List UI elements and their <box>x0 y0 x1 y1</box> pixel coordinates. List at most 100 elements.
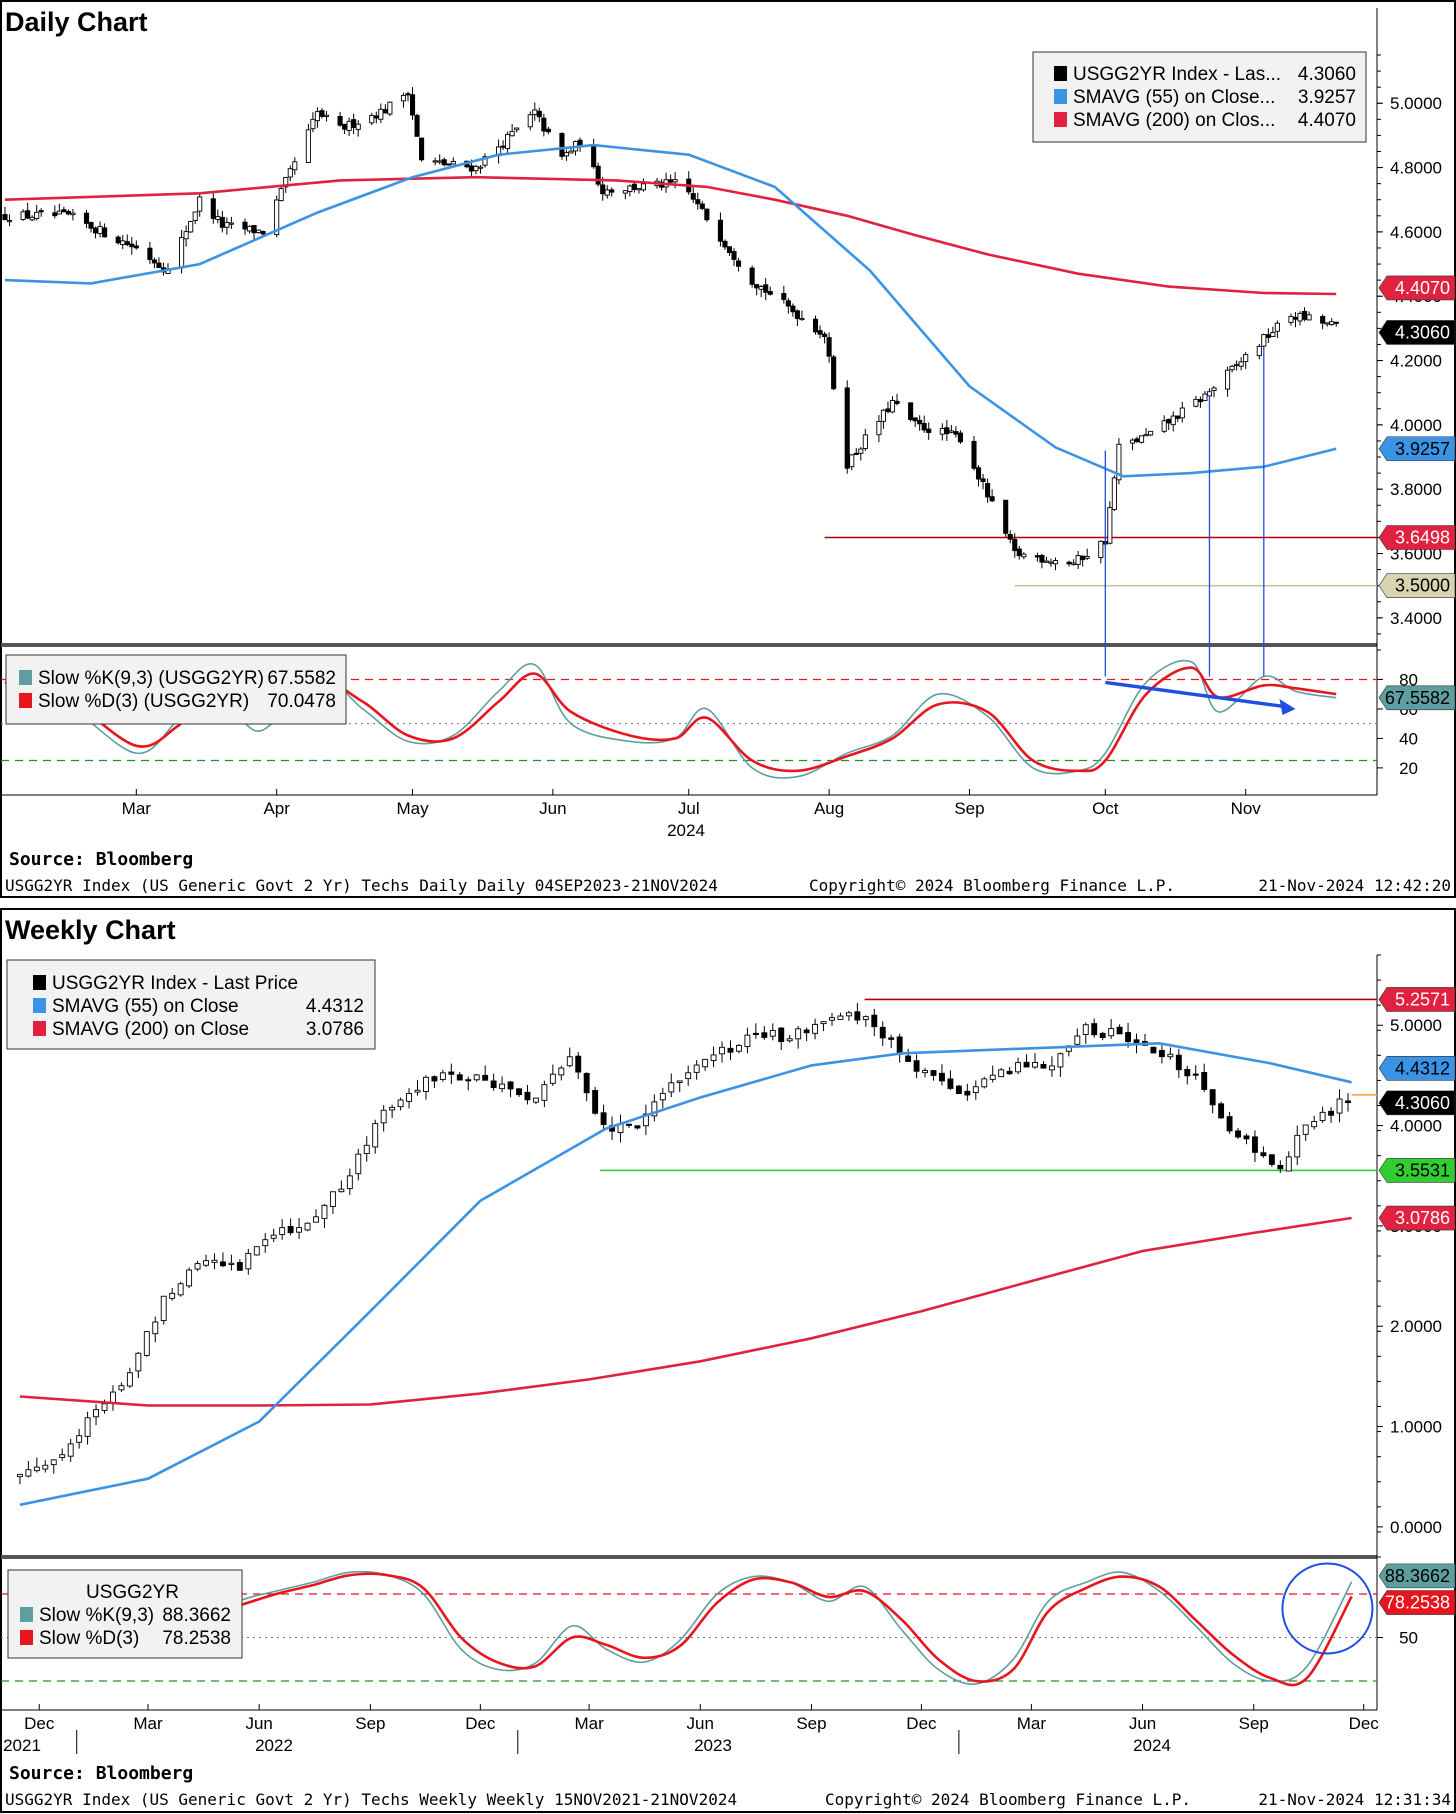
candle-body <box>450 161 456 165</box>
x-tick-label-7: Sep <box>796 1714 826 1733</box>
candle-body <box>786 1038 793 1042</box>
candle-body <box>219 216 225 228</box>
candle-body <box>313 1216 319 1223</box>
x-tick-label-9: Mar <box>1017 1714 1047 1733</box>
candle-body <box>1143 434 1149 437</box>
candle-body <box>147 247 153 260</box>
candle-body <box>84 1417 91 1437</box>
daily-source: Source: Bloomberg <box>9 849 193 870</box>
candle-body <box>25 1469 32 1477</box>
candle-body <box>1274 322 1280 332</box>
legend-value-2: 4.4070 <box>1298 110 1356 131</box>
candle-body <box>1225 369 1231 390</box>
candle-body <box>1048 561 1054 564</box>
candle-body <box>34 211 40 219</box>
candle-body <box>735 1044 742 1052</box>
candle-body <box>1150 1046 1157 1054</box>
candle-body <box>1333 321 1339 324</box>
candle-body <box>672 179 678 183</box>
x-tick-label-6: Jun <box>687 1714 714 1733</box>
candle-body <box>1285 1156 1292 1172</box>
candle-body <box>781 293 787 300</box>
candle-body <box>1099 1032 1106 1038</box>
legend-label-2: SMAVG (200) on Close <box>52 1019 249 1040</box>
candle-body <box>228 1262 235 1265</box>
candle-body <box>210 198 216 219</box>
candle-body <box>719 1046 725 1055</box>
candle-body <box>1270 332 1276 338</box>
candle-body <box>274 199 280 236</box>
candle-body <box>1071 562 1077 565</box>
y-tick-label-3: 4.0000 <box>1390 416 1442 435</box>
candle-body <box>972 1086 979 1094</box>
candle-body <box>16 1473 23 1478</box>
candle-body <box>536 110 542 118</box>
candle-body <box>156 262 162 269</box>
candle-body <box>568 150 574 154</box>
candle-body <box>1074 1035 1081 1045</box>
y-tick-label-5: 5.0000 <box>1390 1016 1442 1035</box>
candle-body <box>423 1076 429 1092</box>
weekly-price-plot <box>16 998 1377 1507</box>
candle-body <box>351 119 357 128</box>
candle-body <box>1012 538 1018 552</box>
candle-body <box>338 1188 345 1193</box>
candle-body <box>812 318 819 333</box>
candle-body <box>1268 1154 1275 1165</box>
candle-body <box>414 114 420 137</box>
candle-body <box>1066 561 1072 565</box>
candle-body <box>1197 399 1203 403</box>
candle-body <box>133 245 139 249</box>
candle-body <box>981 1078 988 1088</box>
x-tick-label-10: Jun <box>1129 1714 1156 1733</box>
candle-body <box>563 152 570 157</box>
candle-body <box>473 165 479 172</box>
candle-body <box>761 1032 768 1038</box>
candle-body <box>179 236 185 269</box>
price-tag-2-box <box>1378 436 1456 462</box>
x-tick-label-1: Mar <box>133 1714 163 1733</box>
legend-value-0: 4.3060 <box>1298 64 1356 85</box>
candle-body <box>1170 415 1176 426</box>
candle-body <box>211 1259 218 1263</box>
legend-value-1: 78.2538 <box>162 1628 231 1649</box>
candle-body <box>83 212 90 224</box>
candle-body <box>889 400 896 413</box>
candle-body <box>1193 398 1199 407</box>
sma55-line <box>4 143 1337 478</box>
candle-body <box>256 229 262 234</box>
weekly-footer-left: USGG2YR Index (US Generic Govt 2 Yr) Tec… <box>5 1790 737 1809</box>
candle-body <box>862 434 868 449</box>
candle-body <box>468 165 474 172</box>
candle-body <box>695 199 701 205</box>
candle-body <box>627 185 633 192</box>
price-tag-3-text: 3.6498 <box>1395 527 1450 547</box>
candle-body <box>634 1125 641 1129</box>
legend-swatch-1 <box>1054 89 1067 104</box>
legend-value-1: 3.9257 <box>1298 87 1356 108</box>
x-tick-label-6: Sep <box>954 799 984 818</box>
candle-body <box>97 226 103 235</box>
candle-body <box>1175 1054 1182 1071</box>
year-label-0: 2021 <box>3 1736 41 1755</box>
candle-body <box>101 1403 108 1411</box>
candle-body <box>600 1112 607 1125</box>
weekly-footer-copyright: Copyright© 2024 Bloomberg Finance L.P. <box>825 1790 1191 1809</box>
osc-tag-0-box <box>1378 685 1456 711</box>
legend-swatch-0 <box>1054 66 1067 81</box>
candle-body <box>61 209 67 213</box>
weekly-osc-legend-title: USGG2YR <box>86 1582 179 1603</box>
x-tick-label-8: Dec <box>906 1714 937 1733</box>
candle-body <box>803 1029 810 1034</box>
legend-swatch-1 <box>19 693 32 708</box>
candle-body <box>186 1269 193 1287</box>
price-tag-2-box <box>1378 1090 1456 1116</box>
candle-body <box>1265 334 1271 338</box>
candle-body <box>1238 361 1244 367</box>
candlesticks <box>16 1003 1351 1485</box>
weekly-time-axis: Dec Mar Jun Sep Dec Mar Jun Sep Dec Mar Jun Sep Dec 2… <box>1 1704 1379 1755</box>
y-tick-label-2: 2.0000 <box>1390 1317 1442 1336</box>
candle-body <box>439 1072 446 1080</box>
price-tag-0-text: 4.4070 <box>1395 278 1450 298</box>
